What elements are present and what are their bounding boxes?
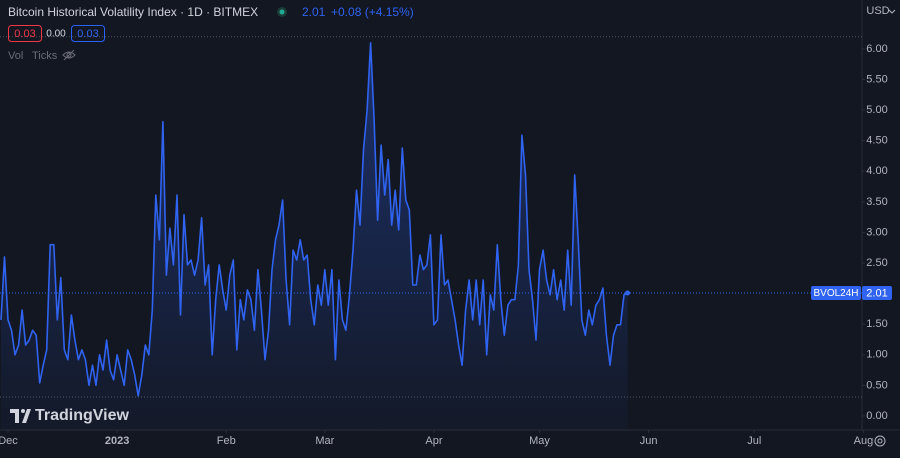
- x-tick-label: Feb: [217, 435, 236, 447]
- currency[interactable]: USD: [866, 5, 889, 17]
- plot: [0, 36, 865, 433]
- y-tick-label: 1.00: [866, 349, 887, 361]
- y-tick-label: 5.00: [866, 104, 887, 116]
- sell-price[interactable]: 0.03: [14, 28, 35, 40]
- y-tick-label: 3.00: [866, 226, 887, 238]
- price-label: 2.01: [866, 287, 887, 299]
- x-tick-label: Mar: [315, 435, 334, 447]
- x-tick-label: Apr: [425, 435, 442, 447]
- y-tick-label: 2.50: [866, 257, 887, 269]
- x-tick-label: Aug: [854, 435, 874, 447]
- x-tick-label: 2023: [105, 435, 129, 447]
- chart-title: Bitcoin Historical Volatility Index · 1D…: [8, 5, 258, 19]
- toolbar-item[interactable]: Vol: [8, 50, 23, 62]
- logo: TradingView: [10, 407, 130, 424]
- change: +0.08 (+4.15%): [331, 5, 414, 19]
- price-tag: [862, 285, 892, 300]
- toolbar-item[interactable]: Ticks: [32, 50, 58, 62]
- y-tick-label: 0.00: [866, 410, 887, 422]
- series-tag: [811, 285, 861, 300]
- series-name: BVOL24H: [813, 288, 858, 299]
- y-tick-label: 6.00: [866, 43, 887, 55]
- currency-caret[interactable]: [888, 9, 896, 14]
- logo-text: TradingView: [35, 407, 130, 424]
- last-point: [625, 290, 631, 296]
- x-tick-label: May: [529, 435, 550, 447]
- x-tick-label: Jul: [747, 435, 761, 447]
- settings-icon[interactable]: [874, 435, 886, 447]
- logo-icon: [10, 409, 31, 423]
- area: [1, 42, 628, 431]
- y-tick-label: 1.50: [866, 318, 887, 330]
- y-tick-label: 4.00: [866, 165, 887, 177]
- y-tick-label: 3.50: [866, 196, 887, 208]
- sell-box[interactable]: [8, 25, 42, 42]
- y-tick-label: 0.50: [866, 379, 887, 391]
- y-tick-label: 4.50: [866, 135, 887, 147]
- status-dot: [279, 9, 285, 15]
- hide-icon[interactable]: [62, 49, 76, 61]
- last-value: 2.01: [302, 5, 326, 19]
- logo-icon: [21, 409, 25, 413]
- x-tick-label: Dec: [0, 435, 18, 447]
- spread: 0.00: [46, 29, 66, 40]
- x-tick-label: Jun: [640, 435, 658, 447]
- line: [0, 42, 628, 397]
- buy-price[interactable]: 0.03: [77, 28, 98, 40]
- buy-box[interactable]: [71, 25, 105, 42]
- y-tick-label: 5.50: [866, 73, 887, 85]
